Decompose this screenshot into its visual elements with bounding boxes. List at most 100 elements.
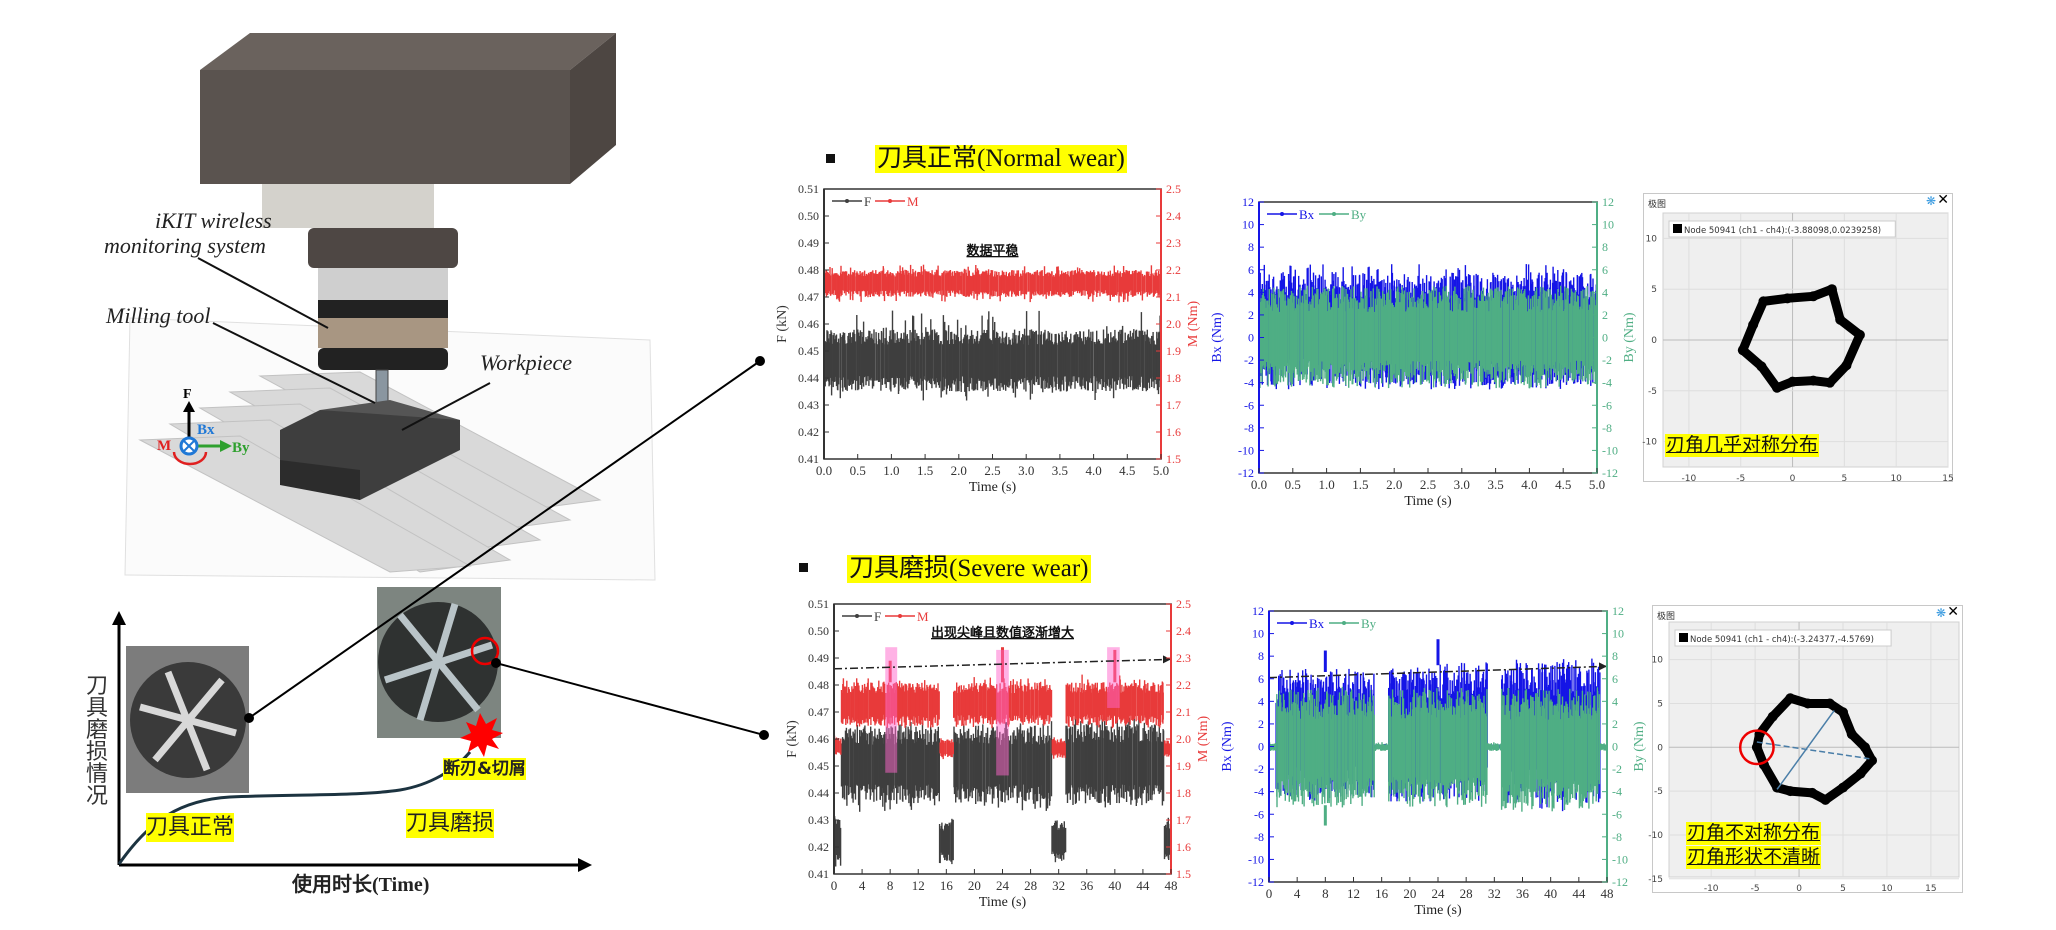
- leader-line-system: [197, 257, 329, 329]
- legend-label: Node 50941 (ch1 - ch4):(-3.88098,0.02392…: [1684, 226, 1881, 236]
- x-tick-label: 44: [1572, 886, 1586, 901]
- close-icon[interactable]: ✕: [1947, 604, 1959, 620]
- y2-tick-label: 1.7: [1166, 398, 1181, 412]
- y-tick-label: 0.46: [808, 732, 829, 746]
- x-tick-label: 1.0: [883, 463, 899, 478]
- x-tick-label: 1.5: [917, 463, 933, 478]
- stage-worn-label: 刀具磨损: [406, 809, 495, 838]
- series-F: [833, 717, 1172, 867]
- trace-point: [1859, 742, 1870, 753]
- spindle: [308, 228, 458, 268]
- x-axis-title: Time (s): [969, 480, 1017, 495]
- trace-point: [1785, 786, 1796, 797]
- y-tick-label: 0.48: [808, 678, 829, 692]
- legend-marker: [855, 614, 859, 618]
- x-tick-label: 2.0: [951, 463, 967, 478]
- y-tick-label: 0.43: [798, 398, 819, 412]
- x-tick-label: 16: [940, 878, 954, 893]
- legend-label: Bx: [1309, 616, 1325, 631]
- x-tick-label: 8: [1322, 886, 1329, 901]
- polar-severe-annotation-2: 刃角形状不清晰: [1686, 846, 1822, 869]
- y-tick-label: 0: [1651, 336, 1657, 346]
- by-arrowhead-icon: [220, 440, 232, 452]
- bx-cross-icon: [183, 440, 195, 452]
- y-axis-title: Bx (Nm): [1220, 721, 1235, 772]
- charts-layer: 0.0 0.5 1.0 1.5 2.0 2.5 3.0 3.5 4.0 4.5 5.0 0.41 0.4…: [775, 182, 1647, 918]
- window-title: 极图: [1657, 612, 1676, 622]
- y2-tick-label: 6: [1602, 263, 1608, 277]
- x-tick-label: 3.0: [1454, 477, 1470, 492]
- x-tick-label: 40: [1544, 886, 1557, 901]
- y2-tick-label: 1.9: [1166, 344, 1181, 358]
- ikit-sensor-band: [318, 318, 448, 348]
- x-tick-label: 5.0: [1589, 477, 1605, 492]
- x-tick-label: 4.5: [1555, 477, 1571, 492]
- y-tick-label: 0.47: [808, 705, 829, 719]
- x-tick-label: 3.0: [1018, 463, 1034, 478]
- y2-tick-label: -10: [1612, 852, 1628, 866]
- label-milling-tool: Milling tool: [106, 303, 211, 328]
- y2-tick-label: 2.2: [1166, 263, 1181, 277]
- x-tick-label: 3.5: [1487, 477, 1503, 492]
- x-tick-label: 28: [1460, 886, 1473, 901]
- wear-curve-diagram: [112, 356, 769, 872]
- pin-icon[interactable]: ❋: [1935, 606, 1946, 620]
- legend-marker: [1342, 621, 1346, 625]
- y2-tick-label: 4: [1612, 694, 1618, 708]
- y2-tick-label: 1.7: [1176, 813, 1191, 827]
- y2-tick-label: 1.8: [1166, 371, 1181, 385]
- x-tick-label: 2.5: [984, 463, 1000, 478]
- axis-m-label: M: [157, 438, 171, 454]
- x-tick-label: 0.5: [1285, 477, 1301, 492]
- row-header-severe: 刀具磨损(Severe wear): [847, 555, 1091, 583]
- x-tick-label: 5: [1841, 474, 1847, 484]
- x-tick-label: 0: [1266, 886, 1273, 901]
- y2-tick-label: 2.4: [1176, 624, 1191, 638]
- y-tick-label: 0.43: [808, 813, 829, 827]
- y2-tick-label: -8: [1602, 421, 1612, 435]
- x-tick-label: 0.5: [850, 463, 866, 478]
- trace-point: [1820, 794, 1831, 805]
- trace-point: [1787, 376, 1798, 387]
- trace-point: [1824, 698, 1835, 709]
- y-tick-label: 0.42: [798, 425, 819, 439]
- x-tick-label: 5: [1840, 884, 1846, 894]
- y-tick-label: 10: [1252, 627, 1264, 641]
- y-tick-label: 0: [1248, 331, 1254, 345]
- pin-icon[interactable]: ❋: [1925, 194, 1936, 208]
- y-tick-label: 0.44: [808, 786, 829, 800]
- x-tick-label: 15: [1925, 884, 1936, 894]
- y-tick-label: 6: [1248, 263, 1254, 277]
- y-tick-label: -2: [1244, 353, 1254, 367]
- y-tick-label: -12: [1238, 466, 1254, 480]
- trace-point: [1748, 319, 1759, 330]
- legend-marker: [845, 199, 849, 203]
- y-tick-label: 12: [1242, 195, 1254, 209]
- y-tick-label: 6: [1258, 672, 1264, 686]
- series-M: [823, 264, 1162, 303]
- x-tick-label: 24: [996, 878, 1010, 893]
- x-tick-label: 0: [831, 878, 838, 893]
- y2-tick-label: 1.6: [1176, 840, 1191, 854]
- y2-axis-title: By (Nm): [1632, 721, 1647, 772]
- axis-by-label: By: [232, 440, 250, 456]
- y2-tick-label: 12: [1612, 604, 1624, 618]
- y-tick-label: -10: [1642, 438, 1657, 448]
- x-tick-label: 32: [1488, 886, 1501, 901]
- close-icon[interactable]: ✕: [1937, 192, 1949, 208]
- y-axis-title: Bx (Nm): [1210, 312, 1225, 363]
- axis-bx-label: Bx: [197, 422, 215, 438]
- leader-line-workpiece: [401, 382, 491, 431]
- bullet-icon: [826, 154, 835, 163]
- y-tick-label: 0.42: [808, 840, 829, 854]
- legend-label: F: [874, 609, 881, 624]
- chart-severe_bxby: 0 4 8 12 16 20 24 28 32 36 40 44 48-12-10-8-6-4-2024…: [1220, 604, 1647, 918]
- leader-line-tool: [212, 322, 376, 404]
- x-tick-label: 28: [1024, 878, 1037, 893]
- polar-severe-annotation-1: 刃角不对称分布: [1686, 822, 1822, 845]
- trace-point: [1826, 284, 1837, 295]
- legend-marker: [1332, 212, 1336, 216]
- y-tick-label: -4: [1254, 785, 1264, 799]
